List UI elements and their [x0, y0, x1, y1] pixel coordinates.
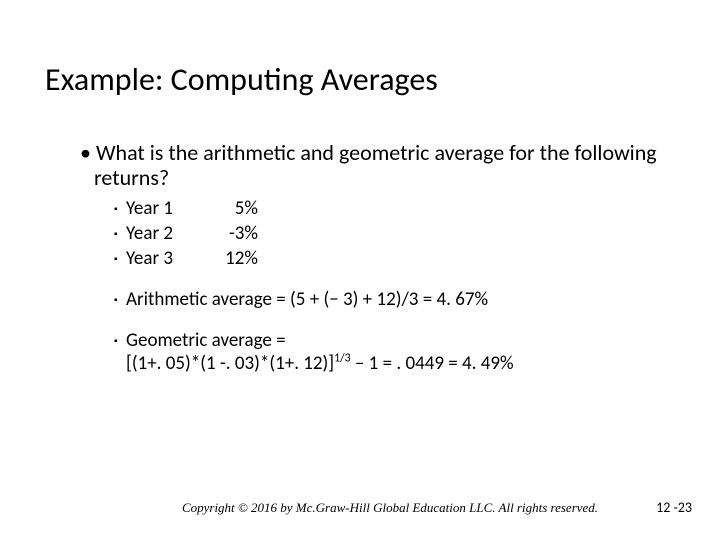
question-text: What is the arithmetic and geometric ave… [80, 140, 670, 191]
bullet-square-icon [114, 247, 126, 270]
arithmetic-text: Arithmetic average = (5 + (− 3) + 12)/3 … [126, 288, 488, 311]
year-value: 12% [212, 247, 258, 270]
year-label: Year 1 [126, 197, 212, 220]
year-value: -3% [212, 222, 258, 245]
geometric-line: Geometric average = [(1+. 05)*(1 -. 03)*… [114, 329, 670, 375]
year-value: 5% [212, 197, 258, 220]
spacer [80, 313, 670, 327]
year-label: Year 3 [126, 247, 212, 270]
slide-body: What is the arithmetic and geometric ave… [80, 140, 670, 377]
bullet-square-icon [114, 222, 126, 245]
spacer [80, 272, 670, 286]
bullet-square-icon [114, 329, 126, 375]
year-row: Year 2 -3% [114, 222, 670, 245]
arithmetic-line: Arithmetic average = (5 + (− 3) + 12)/3 … [114, 288, 670, 311]
year-row: Year 1 5% [114, 197, 670, 220]
page-number: 12 -23 [656, 499, 692, 516]
geometric-pre: [(1+. 05)*(1 -. 03)*(1+. 12)] [126, 352, 334, 375]
geometric-post: – 1 = . 0449 = 4. 49% [351, 352, 514, 375]
slide-title: Example: Computing Averages [45, 60, 438, 99]
year-label: Year 2 [126, 222, 212, 245]
bullet-square-icon [114, 197, 126, 220]
geometric-wrap: Geometric average = [(1+. 05)*(1 -. 03)*… [126, 329, 514, 375]
geometric-label: Geometric average = [126, 329, 286, 352]
slide: Example: Computing Averages What is the … [0, 0, 720, 540]
copyright-text: Copyright © 2016 by Mc.Graw-Hill Global … [30, 500, 720, 516]
geometric-sup: 1/3 [334, 351, 350, 365]
question-content: What is the arithmetic and geometric ave… [94, 139, 657, 191]
year-row: Year 3 12% [114, 247, 670, 270]
bullet-square-icon [114, 288, 126, 311]
